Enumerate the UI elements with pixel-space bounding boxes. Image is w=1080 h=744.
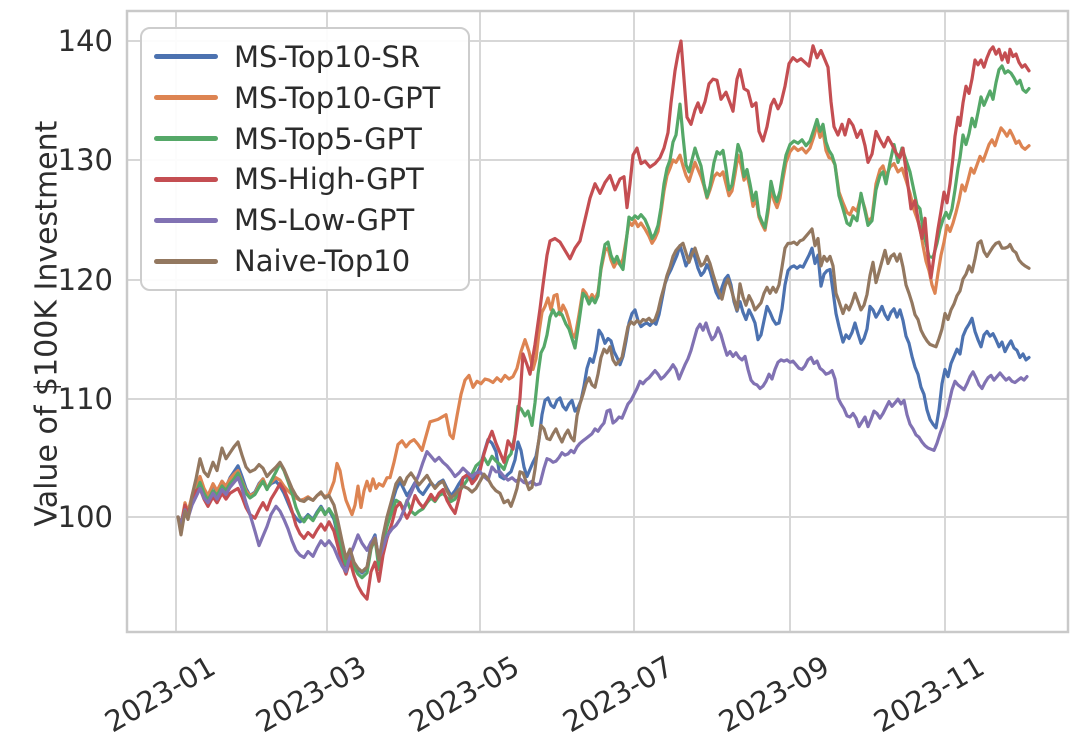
series-line-ms-high-gpt	[176, 39, 1031, 601]
legend-line-swatch	[154, 176, 218, 182]
legend-label: MS-Top10-SR	[234, 39, 421, 74]
legend-item: Naive-Top10	[154, 244, 462, 278]
legend-item: MS-Top10-SR	[154, 40, 462, 74]
legend-label: Naive-Top10	[234, 244, 411, 279]
legend-label: MS-Top10-GPT	[234, 80, 441, 115]
legend-line-swatch	[154, 54, 218, 60]
legend-line-swatch	[154, 136, 218, 142]
legend-line-swatch	[154, 95, 218, 101]
series-line-ms-top10-sr	[176, 244, 1031, 575]
y-tick-label: 120	[57, 263, 113, 297]
legend-item: MS-Low-GPT	[154, 203, 462, 237]
legend-line-swatch	[154, 258, 218, 264]
y-tick-label: 140	[57, 24, 113, 58]
legend-item: MS-Top5-GPT	[154, 122, 462, 156]
y-tick-label: 100	[57, 500, 113, 534]
legend-label: MS-Low-GPT	[234, 203, 415, 238]
y-tick-label: 110	[57, 382, 113, 416]
series-line-naive-top10	[176, 227, 1031, 574]
legend-line-swatch	[154, 217, 218, 223]
legend: MS-Top10-SR MS-Top10-GPT MS-Top5-GPT MS-Hig…	[140, 27, 470, 291]
series-line-ms-low-gpt	[176, 321, 1029, 574]
legend-item: MS-Top10-GPT	[154, 81, 462, 115]
legend-item: MS-High-GPT	[154, 162, 462, 196]
y-tick-label: 130	[57, 143, 113, 177]
plot-border	[125, 9, 1070, 634]
series-line-ms-top10-gpt	[176, 122, 1031, 527]
legend-label: MS-High-GPT	[234, 162, 424, 197]
legend-label: MS-Top5-GPT	[234, 121, 422, 156]
